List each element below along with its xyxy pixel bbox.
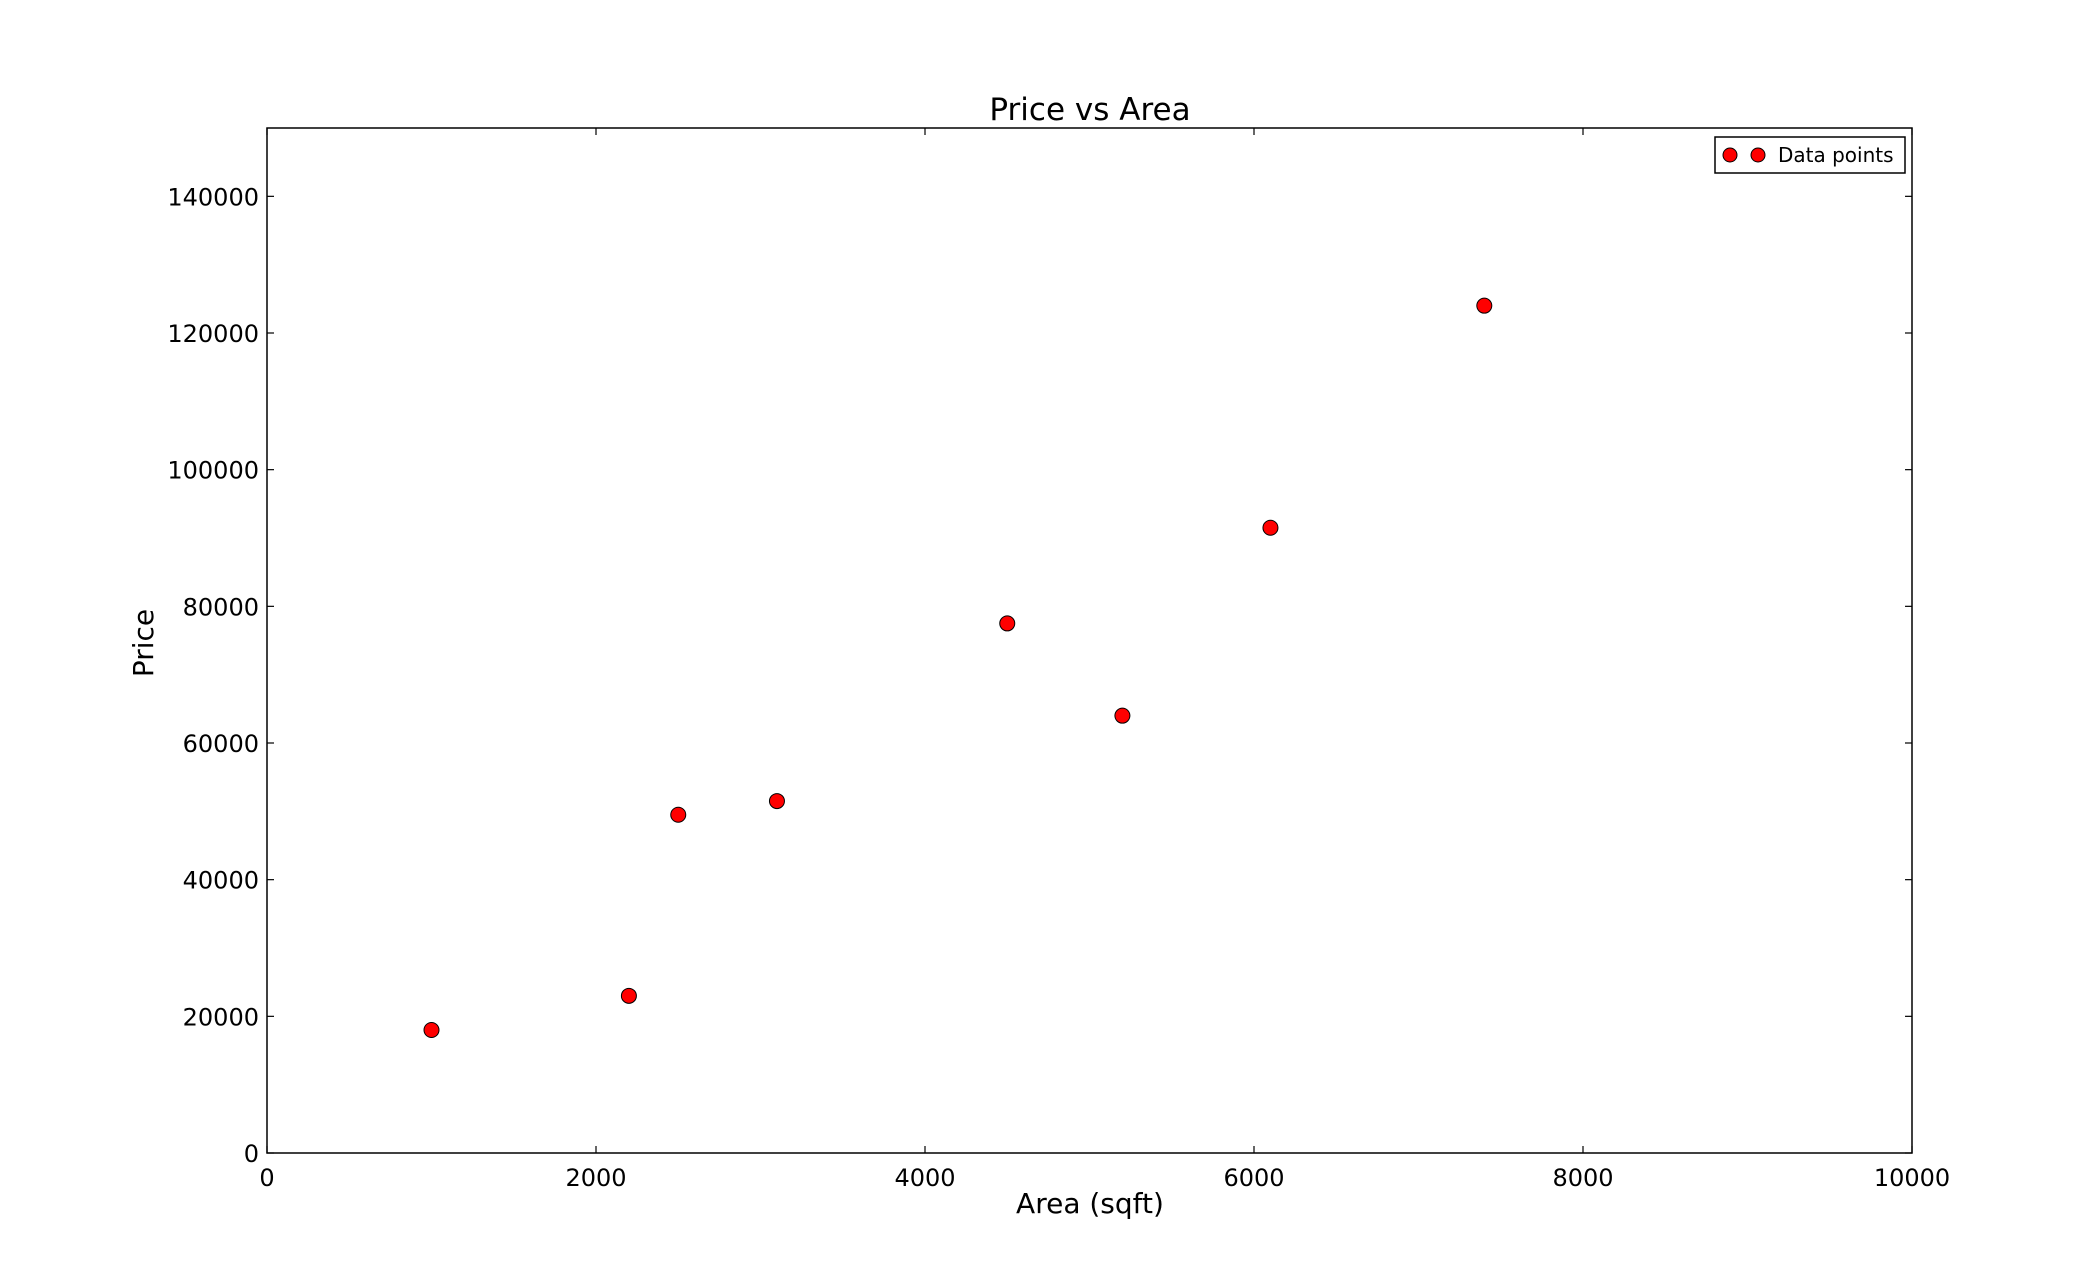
data-point bbox=[1114, 707, 1131, 724]
y-tick-label: 120000 bbox=[167, 320, 259, 348]
y-tick-label: 80000 bbox=[183, 593, 259, 621]
chart-title: Price vs Area bbox=[989, 92, 1190, 128]
y-tick-label: 60000 bbox=[183, 730, 259, 758]
y-tick-label: 20000 bbox=[183, 1003, 259, 1031]
data-point bbox=[423, 1022, 440, 1038]
data-point bbox=[1476, 297, 1493, 314]
axis-ticks: 0 2000 4000 6000 8000 10000020000400006000080… bbox=[167, 128, 1950, 1192]
x-tick-label: 2000 bbox=[565, 1164, 626, 1192]
data-point bbox=[1262, 519, 1279, 536]
data-points bbox=[423, 297, 1493, 1038]
data-point bbox=[620, 987, 637, 1004]
data-point bbox=[999, 615, 1016, 632]
x-tick-label: 0 bbox=[259, 1164, 274, 1192]
y-tick-label: 140000 bbox=[167, 183, 259, 211]
x-tick-label: 6000 bbox=[1223, 1164, 1284, 1192]
y-tick-label: 100000 bbox=[167, 457, 259, 485]
x-tick-label: 8000 bbox=[1552, 1164, 1613, 1192]
x-axis-label: Area (sqft) bbox=[1016, 1187, 1164, 1220]
x-tick-label: 10000 bbox=[1874, 1164, 1950, 1192]
y-axis-label: Price bbox=[127, 609, 160, 677]
y-tick-label: 0 bbox=[244, 1140, 259, 1168]
legend-marker bbox=[1722, 147, 1738, 163]
y-tick-label: 40000 bbox=[183, 867, 259, 895]
data-point bbox=[670, 806, 687, 823]
x-tick-label: 4000 bbox=[894, 1164, 955, 1192]
legend: Data points bbox=[1714, 136, 1906, 174]
legend-label: Data points bbox=[1778, 143, 1894, 167]
legend-box bbox=[1714, 136, 1906, 174]
plot-frame bbox=[266, 127, 1913, 1154]
data-point bbox=[768, 793, 785, 810]
plot-area bbox=[266, 127, 1913, 1154]
legend-marker bbox=[1750, 147, 1766, 163]
